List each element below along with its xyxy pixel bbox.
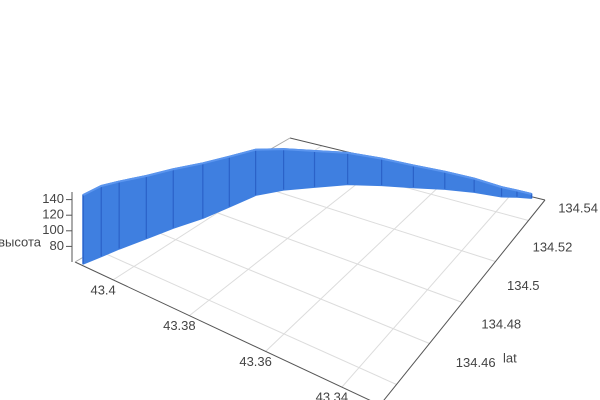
z-tick-label: 100: [42, 222, 64, 237]
axis-line: [74, 261, 371, 400]
axis-line: [383, 199, 546, 400]
x-tick-label: 43.4: [90, 282, 115, 297]
grid-line: [139, 224, 430, 344]
grid-line: [182, 199, 463, 303]
ribbon-fill: [82, 148, 533, 265]
y-tick-label: 134.52: [533, 239, 573, 254]
z-axis-title: высота: [0, 234, 42, 249]
ribbon-top: [82, 148, 532, 196]
z-tick-label: 120: [42, 207, 64, 222]
y-axis-title: lat: [503, 350, 517, 365]
z-tick-label: 140: [42, 191, 64, 206]
x-tick-label: 43.38: [163, 318, 196, 333]
y-tick-label: 134.46: [456, 355, 496, 370]
x-tick-label: 43.34: [316, 390, 349, 400]
grid-line: [96, 249, 397, 385]
x-tick-label: 43.36: [239, 354, 272, 369]
y-tick-label: 134.5: [507, 278, 540, 293]
z-tick-label: 80: [50, 238, 64, 253]
y-tick-label: 134.54: [558, 201, 598, 216]
y-tick-label: 134.48: [481, 317, 521, 332]
